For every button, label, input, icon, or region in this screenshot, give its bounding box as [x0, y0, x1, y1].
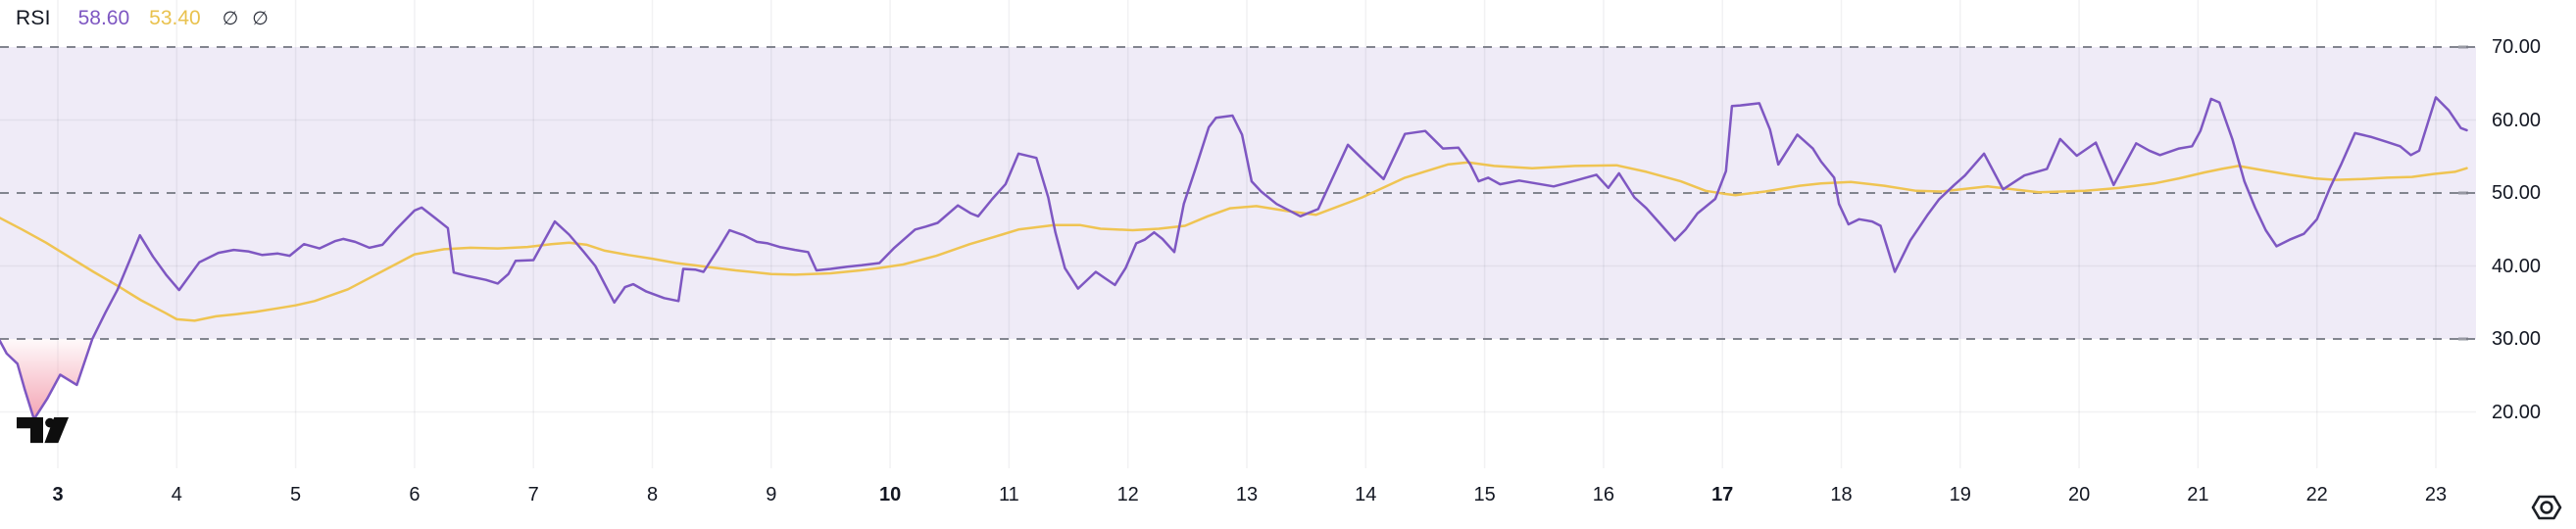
time-axis-label: 11: [999, 484, 1019, 505]
time-axis-label: 23: [2424, 484, 2448, 505]
ma-value: 53.40: [149, 7, 201, 29]
price-axis[interactable]: 70.00 60.00 50.00 40.00 30.00 20.00: [2476, 0, 2576, 529]
rsi-plot-area[interactable]: [0, 0, 2476, 529]
price-axis-label: 40.00: [2492, 255, 2542, 277]
price-axis-label: 30.00: [2492, 328, 2542, 350]
tradingview-logo-icon: [17, 417, 70, 444]
price-axis-label: 60.00: [2492, 109, 2542, 131]
time-axis-label: 5: [290, 484, 302, 505]
time-axis-label: 10: [878, 484, 902, 505]
indicator-legend[interactable]: RSI 58.60 53.40 ∅ ∅: [16, 7, 269, 30]
time-axis-label: 16: [1592, 484, 1615, 505]
pane-settings-icon[interactable]: [2530, 494, 2563, 521]
time-axis-label: 13: [1235, 484, 1259, 505]
rsi-value: 58.60: [77, 7, 130, 29]
price-axis-label: 70.00: [2492, 36, 2542, 58]
rsi-ma-line[interactable]: [0, 161, 2468, 322]
indicator-title[interactable]: RSI: [16, 7, 51, 29]
time-axis-label: 15: [1473, 484, 1496, 505]
time-axis-label: 3: [52, 484, 64, 505]
price-axis-label: 50.00: [2492, 182, 2542, 204]
time-axis-label: 9: [766, 484, 777, 505]
time-axis-label: 17: [1711, 484, 1734, 505]
time-axis-label: 8: [646, 484, 659, 505]
time-axis-label: 6: [409, 484, 421, 505]
empty-set-icon: ∅: [222, 8, 239, 29]
time-axis-label: 19: [1949, 484, 1971, 505]
price-axis-label: 20.00: [2492, 401, 2542, 423]
time-axis[interactable]: 3 4 5 6 7 8 9 10 11 12 13 14 15 16 17 18 19 20 21 22 23: [0, 472, 2476, 529]
time-axis-label: 14: [1355, 484, 1377, 505]
time-axis-label: 20: [2067, 484, 2091, 505]
empty-set-icon: ∅: [252, 8, 269, 29]
time-axis-label: 7: [527, 484, 539, 505]
time-axis-label: 21: [2187, 484, 2209, 505]
time-axis-label: 18: [1830, 484, 1853, 505]
time-axis-label: 22: [2305, 484, 2328, 505]
oversold-gradient-area: [0, 339, 93, 419]
time-axis-label: 12: [1116, 484, 1139, 505]
time-axis-label: 4: [171, 484, 182, 505]
rsi-line[interactable]: [0, 96, 2468, 421]
